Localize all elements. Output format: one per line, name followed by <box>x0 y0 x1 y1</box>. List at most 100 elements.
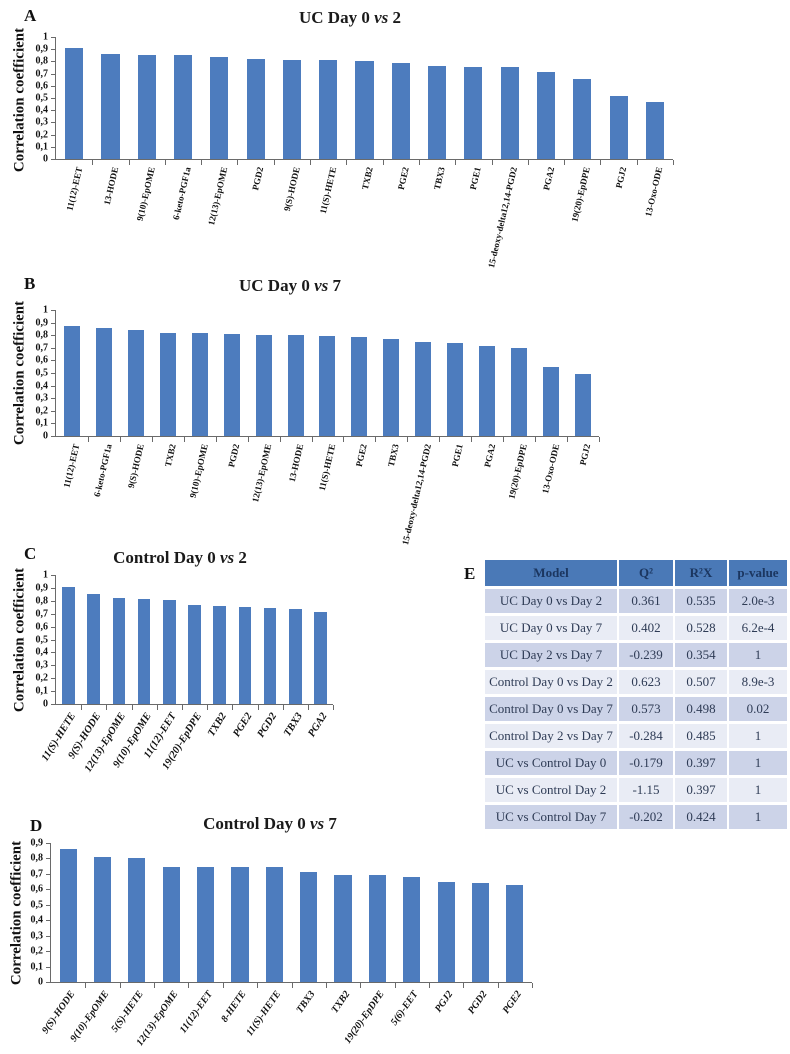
bar-11(S)-HETE <box>319 60 338 159</box>
y-tick-label: 0,8 <box>35 329 49 341</box>
bar-chart-b: 1 0,9 0,8 0,7 0,6 0,5 0,4 0,3 0,2 0,1 0 11(12)-EET 6… <box>36 305 600 546</box>
y-tick-label: 0,4 <box>35 380 49 392</box>
bar-slot: PGD2 <box>216 310 249 468</box>
y-tick-label: 0,1 <box>35 141 49 153</box>
y-tick-mark <box>51 410 56 412</box>
bar-11(12)-EET <box>163 599 176 704</box>
y-tick-mark <box>51 122 56 124</box>
x-axis-label: PGJ2 <box>432 989 456 1015</box>
y-tick-mark <box>51 322 56 324</box>
x-axis-label: 19(20)-EpDPE <box>569 166 593 223</box>
bar-12(13)-EpOME <box>210 56 229 159</box>
y-tick-label: 0,5 <box>30 899 44 911</box>
y-tick-mark <box>51 360 56 362</box>
y-tick-mark <box>51 652 56 654</box>
bar-slot: PGE2 <box>383 37 421 191</box>
y-tick-label: 0,7 <box>35 68 49 80</box>
model-cell: Control Day 0 vs Day 2 <box>485 670 617 694</box>
bar-PGE2 <box>391 62 410 159</box>
x-axis-label: 12(13)-EpOME <box>205 166 230 227</box>
x-axis-label: TXB2 <box>329 989 353 1016</box>
bar-PGE2 <box>238 607 252 704</box>
bar-slot: 11(S)-HETE <box>310 37 348 215</box>
x-axis-label: PGE2 <box>230 711 255 740</box>
y-tick-mark <box>46 858 51 860</box>
bar-PGE1 <box>464 66 483 159</box>
x-axis-label: 6-keto-PGF1a <box>91 443 114 498</box>
bar-slot: 9(S)-HODE <box>40 843 87 1036</box>
x-axis-label: PGE1 <box>450 443 465 468</box>
bar-9(S)-HODE <box>127 329 144 436</box>
bar-TBX3 <box>300 871 318 982</box>
y-tick-mark <box>51 613 56 615</box>
y-tick-label: 0,9 <box>35 317 49 329</box>
q2-cell: -0.202 <box>619 805 673 829</box>
bar-slot: 5(S)-HETE <box>110 843 156 1034</box>
bar-slot: PGA2 <box>471 310 505 468</box>
y-tick-label: 0,7 <box>35 608 49 620</box>
bar-TXB2 <box>159 332 176 436</box>
x-axis-label: TBX3 <box>294 989 318 1016</box>
y-tick-label: 0,9 <box>35 43 49 55</box>
y-tick-label: 1 <box>43 569 48 581</box>
y-tick-label: 0,8 <box>35 55 49 67</box>
q2-cell: -0.179 <box>619 751 673 775</box>
bar-slot: TBX3 <box>375 310 409 468</box>
bar-slot: PGE1 <box>439 310 473 468</box>
x-axis-label: 9(S)-HODE <box>281 166 302 213</box>
bar-chart-d: 0,9 0,8 0,7 0,6 0,5 0,4 0,3 0,2 0,1 0 9(S)-HODE 9(1… <box>31 838 534 1048</box>
bar-slot: PGE2 <box>498 843 534 1016</box>
bar-15-deoxy-delta12,14-PGD2 <box>415 341 432 436</box>
q2-cell: 0.573 <box>619 697 673 721</box>
bar-slot: 13-HODE <box>280 310 313 483</box>
bar-slot: PGE2 <box>343 310 377 468</box>
y-tick-mark <box>51 639 56 641</box>
model-cell: UC Day 0 vs Day 7 <box>485 616 617 640</box>
bar-11(12)-EET <box>197 866 215 982</box>
r2x-cell: 0.498 <box>675 697 727 721</box>
y-tick-label: 0,3 <box>30 930 44 942</box>
y-tick-label: 0,6 <box>35 354 49 366</box>
bar-slot: 11(12)-EET <box>56 310 89 489</box>
x-axis-label: 13-HODE <box>101 166 121 206</box>
y-tick-label: 0 <box>43 430 48 442</box>
x-axis-label: 11(S)-HETE <box>317 166 338 215</box>
bar-9(S)-HODE <box>59 849 77 982</box>
pvalue-cell: 1 <box>729 778 787 802</box>
bar-slot: 13-Oxo-ODE <box>535 310 568 494</box>
bar-slot: TBX3 <box>282 575 310 739</box>
y-tick-mark <box>51 134 56 136</box>
bar-TBX3 <box>428 66 447 159</box>
x-axis-label: PGJ2 <box>578 443 593 467</box>
y-tick-mark <box>51 73 56 75</box>
bar-13-Oxo-ODE <box>645 101 664 159</box>
r2x-cell: 0.507 <box>675 670 727 694</box>
bar-slot: PGD2 <box>237 37 276 191</box>
y-tick-label: 0,2 <box>35 405 49 417</box>
bar-slot: 15-deoxy-delta12,14-PGD2 <box>486 37 530 269</box>
table-row: Control Day 0 vs Day 7 0.573 0.498 0.02 <box>485 697 787 721</box>
bar-9(10)-EpOME <box>137 598 151 704</box>
pvalue-cell: 8.9e-3 <box>729 670 787 694</box>
table-row: Control Day 0 vs Day 2 0.623 0.507 8.9e-3 <box>485 670 787 694</box>
x-axis-label: 9(10)-EpOME <box>187 443 210 499</box>
x-axis-label: TXB2 <box>162 443 178 468</box>
bar-6-keto-PGF1a <box>173 55 193 159</box>
bar-12(13)-EpOME <box>162 866 180 982</box>
bar-slot: 19(20)-EpDPE <box>160 575 209 772</box>
bar-slot: 9(S)-HODE <box>274 37 312 212</box>
bar-slot: PGJ2 <box>567 310 600 466</box>
bar-slot: TXB2 <box>326 843 362 1015</box>
bar-slot: 11(S)-HETE <box>40 575 83 763</box>
table-row: UC Day 0 vs Day 2 0.361 0.535 2.0e-3 <box>485 589 787 613</box>
y-tick-label: 0,3 <box>35 659 49 671</box>
bar-9(S)-HODE <box>87 594 101 704</box>
bar-PGD2 <box>223 333 240 436</box>
title-vs-italic: vs <box>314 276 329 295</box>
y-tick-mark <box>46 935 51 937</box>
bar-PGA2 <box>314 612 327 704</box>
bar-slot: TBX3 <box>292 843 328 1015</box>
model-cell: Control Day 2 vs Day 7 <box>485 724 617 748</box>
x-axis-label: 5(S)-HETE <box>109 989 146 1035</box>
bar-TXB2 <box>355 60 374 159</box>
